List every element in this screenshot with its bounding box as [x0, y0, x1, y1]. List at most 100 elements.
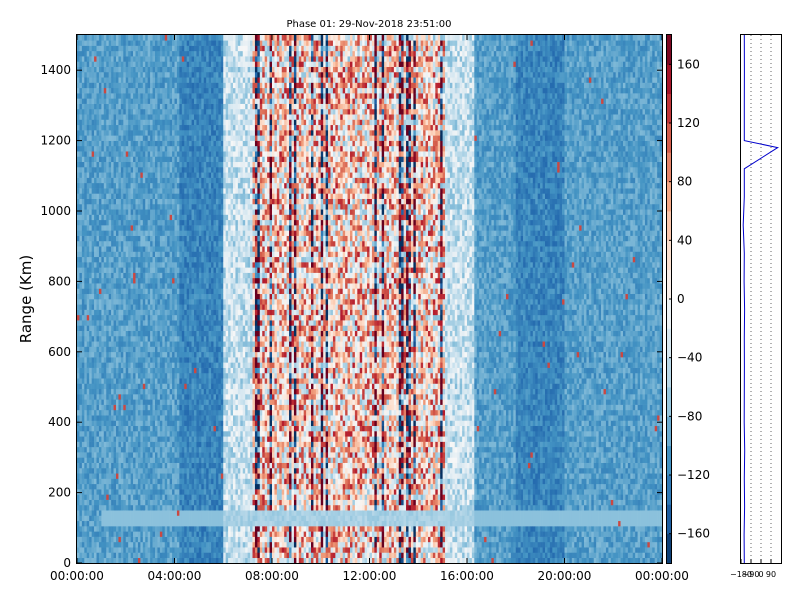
heatmap-cell	[150, 499, 153, 506]
heatmap-cell	[157, 499, 161, 506]
heatmap-cell	[181, 510, 185, 516]
heatmap-cell	[108, 473, 112, 479]
heatmap-cell	[98, 82, 102, 89]
heatmap-cell	[189, 499, 192, 506]
heatmap-cell	[179, 536, 183, 543]
heatmap-cell	[135, 277, 139, 284]
heatmap-cell	[106, 240, 109, 247]
heatmap-cell	[172, 531, 175, 537]
heatmap-cell	[176, 547, 180, 553]
heatmap-cell	[106, 235, 109, 242]
heatmap-cell	[130, 441, 134, 448]
heatmap-cell	[123, 135, 127, 141]
heatmap-cell	[147, 478, 151, 485]
heatmap-cell	[94, 50, 97, 57]
heatmap-cell	[133, 362, 136, 368]
heatmap-cell	[96, 394, 100, 400]
heatmap-cell	[194, 557, 197, 564]
heatmap-cell	[189, 351, 192, 358]
heatmap-cell	[191, 188, 195, 194]
heatmap-cell	[86, 267, 90, 273]
heatmap-cell	[120, 246, 124, 252]
heatmap-cell	[135, 61, 139, 67]
heatmap-cell	[128, 235, 131, 242]
heatmap-cell	[174, 378, 178, 384]
heatmap-cell	[96, 446, 100, 453]
heatmap-cell	[155, 256, 158, 263]
heatmap-cell	[167, 346, 170, 353]
heatmap-cell	[169, 346, 173, 353]
heatmap-cell	[86, 330, 90, 337]
heatmap-cell	[169, 441, 173, 448]
heatmap-cell	[169, 188, 173, 194]
heatmap-cell	[179, 240, 183, 247]
heatmap-cell	[174, 299, 178, 305]
heatmap-cell	[172, 35, 175, 41]
heatmap-cell	[150, 56, 153, 62]
heatmap-cell	[155, 167, 158, 173]
heatmap-cell	[157, 325, 161, 331]
heatmap-cell	[77, 346, 80, 353]
heatmap-cell	[147, 415, 151, 421]
heatmap-cell	[152, 462, 156, 469]
heatmap-cell	[116, 531, 119, 537]
heatmap-cell	[130, 504, 134, 511]
heatmap-cell	[94, 130, 97, 136]
heatmap-cell	[86, 93, 90, 99]
heatmap-cell	[164, 483, 168, 490]
heatmap-cell	[179, 446, 183, 453]
heatmap-cell	[89, 547, 92, 553]
heatmap-cell	[176, 367, 180, 374]
heatmap-cell	[145, 452, 148, 458]
heatmap-cell	[189, 71, 192, 78]
heatmap-cell	[194, 77, 197, 83]
heatmap-cell	[101, 515, 105, 522]
heatmap-cell	[157, 547, 161, 553]
heatmap-cell	[142, 262, 146, 268]
heatmap-cell	[157, 304, 161, 310]
heatmap-cell	[91, 77, 95, 83]
heatmap-cell	[81, 383, 85, 390]
heatmap-cell	[142, 98, 146, 104]
heatmap-cell	[196, 325, 200, 331]
heatmap-cell	[91, 330, 95, 337]
heatmap-cell	[155, 293, 158, 300]
heatmap-cell	[184, 531, 187, 537]
heatmap-cell	[142, 499, 146, 506]
heatmap-cell	[118, 536, 122, 543]
heatmap-cell	[108, 415, 112, 421]
heatmap-cell	[77, 193, 80, 199]
heatmap-cell	[77, 225, 80, 231]
heatmap-cell	[196, 462, 200, 469]
heatmap-cell	[135, 45, 139, 52]
heatmap-cell	[116, 473, 119, 479]
heatmap-cell	[86, 378, 90, 384]
heatmap-cell	[106, 462, 109, 469]
heatmap-cell	[181, 457, 185, 463]
heatmap-cell	[186, 193, 190, 199]
heatmap-cell	[159, 288, 163, 295]
heatmap-cell	[142, 50, 146, 57]
heatmap-cell	[137, 40, 141, 46]
heatmap-cell	[191, 98, 195, 104]
heatmap-cell	[135, 93, 139, 99]
heatmap-cell	[108, 320, 112, 326]
heatmap-cell	[150, 114, 153, 120]
heatmap-cell	[140, 330, 144, 337]
heatmap-cell	[159, 98, 163, 104]
heatmap-cell	[147, 77, 151, 83]
heatmap-cell	[155, 140, 158, 147]
heatmap-cell	[84, 288, 88, 295]
heatmap-cell	[79, 256, 83, 263]
heatmap-cell	[81, 71, 85, 78]
heatmap-cell	[147, 40, 151, 46]
heatmap-cell	[108, 277, 112, 284]
heatmap-cell	[157, 462, 161, 469]
heatmap-cell	[174, 557, 178, 564]
heatmap-cell	[77, 499, 80, 506]
heatmap-cells	[77, 35, 663, 564]
heatmap-cell	[116, 552, 119, 559]
heatmap-cell	[125, 267, 129, 273]
heatmap-cell	[179, 182, 183, 189]
heatmap-cell	[184, 478, 187, 485]
